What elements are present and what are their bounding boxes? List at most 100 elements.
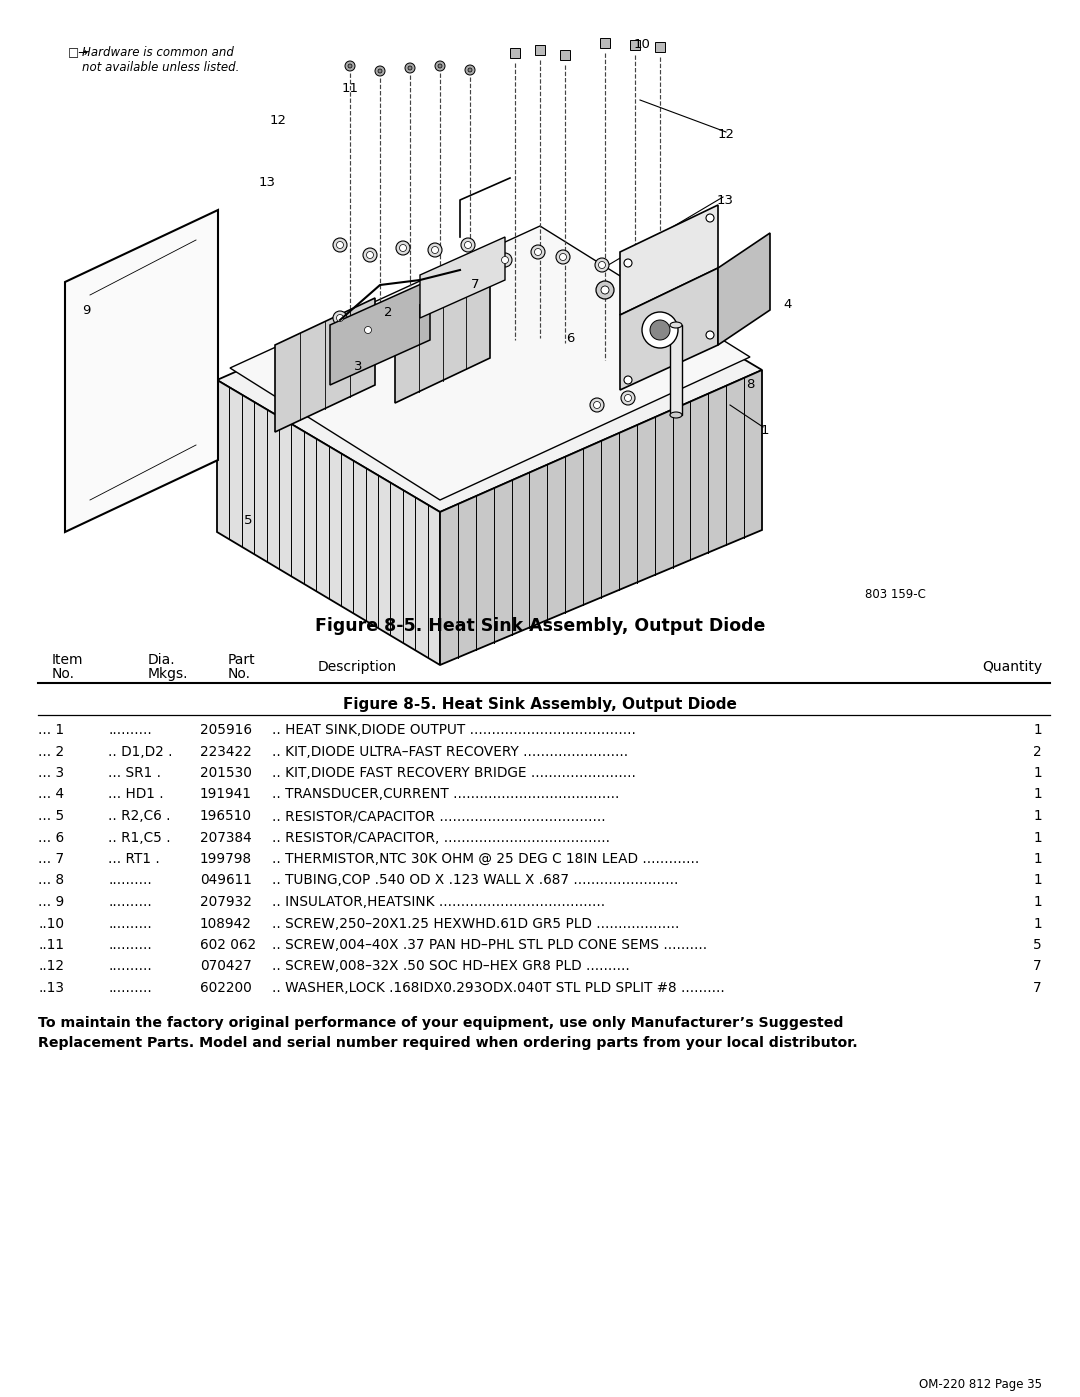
Text: 7: 7 — [1034, 981, 1042, 995]
Text: 4: 4 — [784, 299, 793, 312]
Text: ..........: .......... — [108, 916, 152, 930]
Circle shape — [706, 214, 714, 222]
Text: ... 8: ... 8 — [38, 873, 64, 887]
Text: ..........: .......... — [108, 873, 152, 887]
Text: 6: 6 — [566, 331, 575, 345]
Text: 7: 7 — [1034, 960, 1042, 974]
Text: ... 2: ... 2 — [38, 745, 64, 759]
Text: To maintain the factory original performance of your equipment, use only Manufac: To maintain the factory original perform… — [38, 1017, 858, 1051]
Circle shape — [595, 258, 609, 272]
Text: 1: 1 — [1034, 852, 1042, 866]
Text: ..........: .......... — [108, 724, 152, 738]
Circle shape — [621, 391, 635, 405]
Circle shape — [396, 242, 410, 256]
Text: ..........: .......... — [108, 960, 152, 974]
Circle shape — [468, 68, 472, 73]
Text: ..11: ..11 — [38, 937, 64, 951]
Text: 9: 9 — [82, 303, 91, 317]
Circle shape — [464, 242, 472, 249]
Text: Mkgs.: Mkgs. — [148, 666, 189, 680]
Circle shape — [498, 253, 512, 267]
Polygon shape — [718, 233, 770, 345]
Text: 7: 7 — [471, 278, 480, 292]
Text: .. R1,C5 .: .. R1,C5 . — [108, 830, 171, 845]
Bar — [535, 45, 545, 54]
Text: 11: 11 — [341, 81, 359, 95]
Circle shape — [600, 286, 609, 293]
Bar — [630, 41, 640, 50]
Text: .. RESISTOR/CAPACITOR, ......................................: .. RESISTOR/CAPACITOR, .................… — [272, 830, 610, 845]
Text: 1: 1 — [760, 423, 769, 436]
Polygon shape — [620, 268, 718, 390]
Circle shape — [461, 237, 475, 251]
Circle shape — [428, 243, 442, 257]
Circle shape — [337, 314, 343, 321]
Text: ... 6: ... 6 — [38, 830, 64, 845]
Circle shape — [365, 327, 372, 334]
Text: 10: 10 — [634, 39, 650, 52]
Circle shape — [501, 257, 509, 264]
Text: Quantity: Quantity — [982, 659, 1042, 673]
Text: ..........: .......... — [108, 937, 152, 951]
Circle shape — [363, 249, 377, 263]
Circle shape — [531, 244, 545, 258]
Circle shape — [378, 68, 382, 73]
Text: ..13: ..13 — [38, 981, 64, 995]
Circle shape — [598, 261, 606, 268]
Text: .. R2,C6 .: .. R2,C6 . — [108, 809, 171, 823]
Circle shape — [345, 61, 355, 71]
Circle shape — [706, 331, 714, 339]
Text: 1: 1 — [1034, 916, 1042, 930]
Text: 602 062: 602 062 — [200, 937, 256, 951]
Text: ... SR1 .: ... SR1 . — [108, 766, 161, 780]
Text: .. SCREW,008–32X .50 SOC HD–HEX GR8 PLD ..........: .. SCREW,008–32X .50 SOC HD–HEX GR8 PLD … — [272, 960, 630, 974]
Text: 191941: 191941 — [200, 788, 252, 802]
Text: Description: Description — [318, 659, 397, 673]
Ellipse shape — [670, 412, 681, 418]
Circle shape — [333, 237, 347, 251]
Text: ... 7: ... 7 — [38, 852, 64, 866]
Text: ..........: .......... — [108, 981, 152, 995]
Text: .. RESISTOR/CAPACITOR ......................................: .. RESISTOR/CAPACITOR ..................… — [272, 809, 606, 823]
Text: 602200: 602200 — [200, 981, 252, 995]
Circle shape — [438, 64, 442, 68]
Text: .. D1,D2 .: .. D1,D2 . — [108, 745, 173, 759]
Text: ... HD1 .: ... HD1 . — [108, 788, 164, 802]
Text: 2: 2 — [383, 306, 392, 319]
Text: 1: 1 — [1034, 895, 1042, 909]
Polygon shape — [65, 210, 218, 532]
Circle shape — [624, 394, 632, 401]
Text: 201530: 201530 — [200, 766, 252, 780]
Text: .. INSULATOR,HEATSINK ......................................: .. INSULATOR,HEATSINK ..................… — [272, 895, 605, 909]
Text: 12: 12 — [270, 113, 286, 127]
Text: ... 9: ... 9 — [38, 895, 64, 909]
Polygon shape — [275, 298, 375, 432]
Polygon shape — [440, 370, 762, 665]
Circle shape — [361, 323, 375, 337]
Text: 12: 12 — [717, 129, 734, 141]
Text: 1: 1 — [1034, 724, 1042, 738]
Circle shape — [559, 253, 567, 260]
Circle shape — [432, 246, 438, 253]
Circle shape — [642, 312, 678, 348]
Text: 070427: 070427 — [200, 960, 252, 974]
Text: 1: 1 — [1034, 809, 1042, 823]
Circle shape — [624, 258, 632, 267]
Text: 196510: 196510 — [200, 809, 252, 823]
Text: 205916: 205916 — [200, 724, 252, 738]
Circle shape — [333, 312, 347, 326]
Circle shape — [366, 251, 374, 258]
Text: .. KIT,DIODE ULTRA–FAST RECOVERY ........................: .. KIT,DIODE ULTRA–FAST RECOVERY .......… — [272, 745, 629, 759]
Text: □→: □→ — [68, 46, 89, 59]
Text: Part: Part — [228, 652, 256, 666]
Polygon shape — [420, 237, 505, 319]
Polygon shape — [217, 237, 762, 511]
Text: ..10: ..10 — [38, 916, 64, 930]
Polygon shape — [217, 380, 440, 665]
Circle shape — [590, 398, 604, 412]
Bar — [510, 47, 519, 59]
Text: 049611: 049611 — [200, 873, 252, 887]
Text: 5: 5 — [1034, 937, 1042, 951]
Text: 108942: 108942 — [200, 916, 252, 930]
Text: 2: 2 — [1034, 745, 1042, 759]
